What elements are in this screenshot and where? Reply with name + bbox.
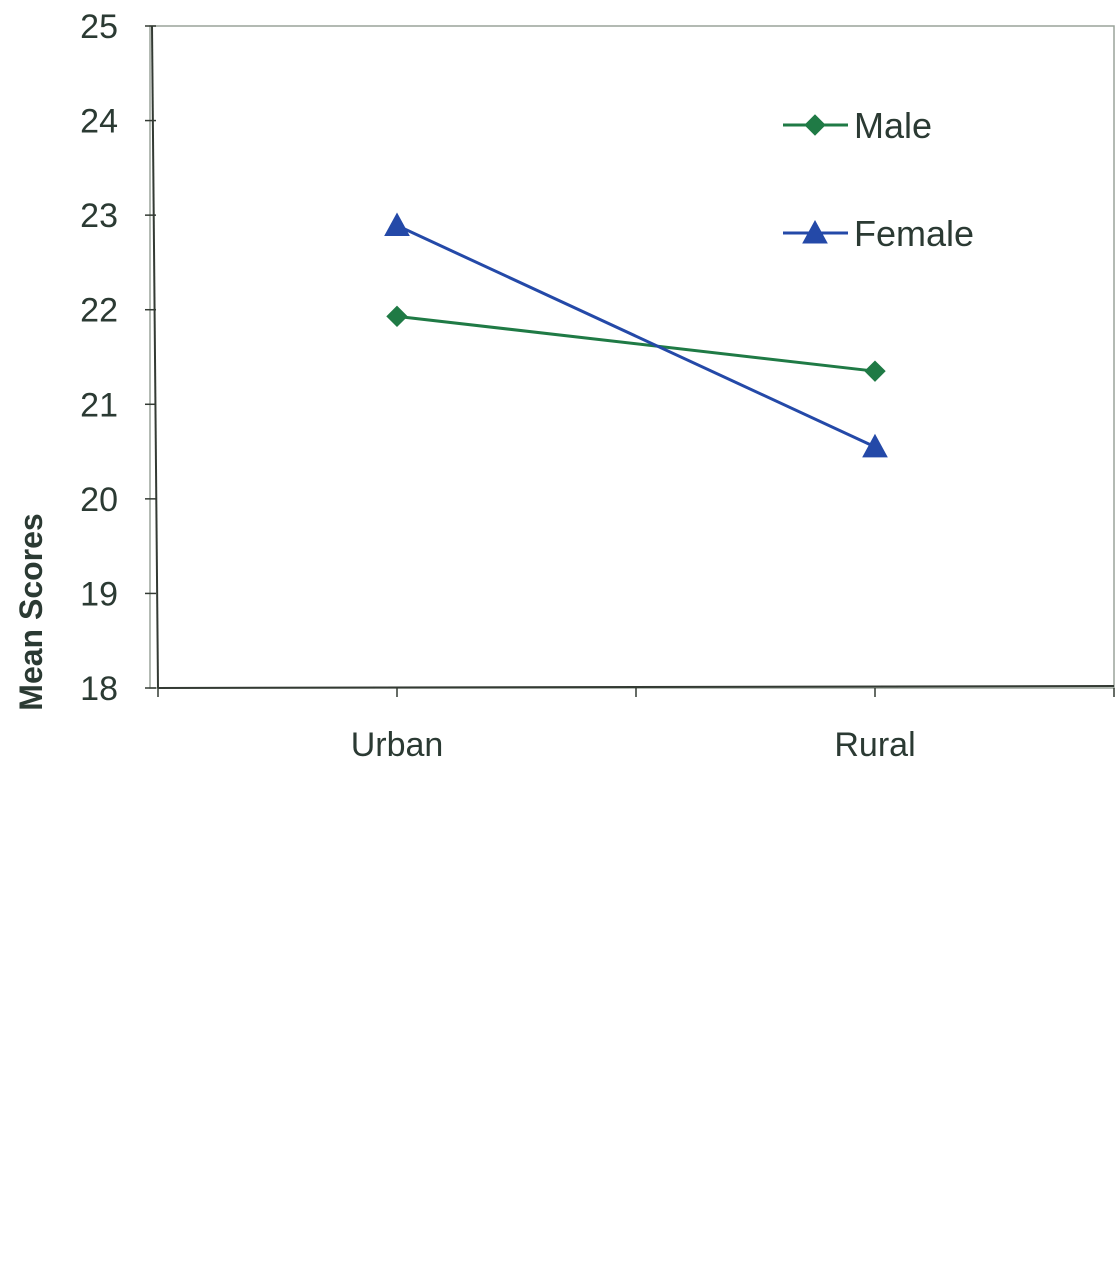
legend-label-male: Male [854, 105, 932, 146]
y-axis-title: Mean Scores [13, 513, 49, 710]
data-point-female [862, 433, 888, 458]
y-ticks: 18 19 20 21 22 23 24 25 [80, 8, 156, 708]
y-tick-label: 22 [80, 292, 118, 330]
series-line-male [396, 314, 876, 373]
y-tick-label: 20 [80, 481, 118, 519]
x-ticks: Urban Rural [157, 688, 1115, 764]
series-layer [384, 212, 888, 458]
y-axis [151, 25, 159, 689]
legend-marker-female [802, 219, 828, 244]
x-axis [157, 685, 1115, 689]
plot-frame [149, 25, 1115, 689]
y-tick-label: 19 [80, 575, 118, 613]
series-line-female [396, 224, 876, 449]
y-tick-label: 23 [80, 197, 118, 235]
legend-marker-male [804, 114, 826, 136]
y-tick-label: 18 [80, 670, 118, 708]
y-tick-label: 25 [80, 8, 118, 46]
y-tick-label: 24 [80, 103, 118, 141]
data-point-male [386, 305, 408, 328]
y-tick-label: 21 [80, 386, 118, 424]
data-point-male [864, 360, 886, 382]
legend-label-female: Female [854, 213, 974, 254]
x-category-label: Rural [834, 726, 915, 764]
legend: Male Female [783, 105, 974, 254]
x-category-label: Urban [351, 726, 444, 764]
data-point-female [384, 212, 410, 237]
